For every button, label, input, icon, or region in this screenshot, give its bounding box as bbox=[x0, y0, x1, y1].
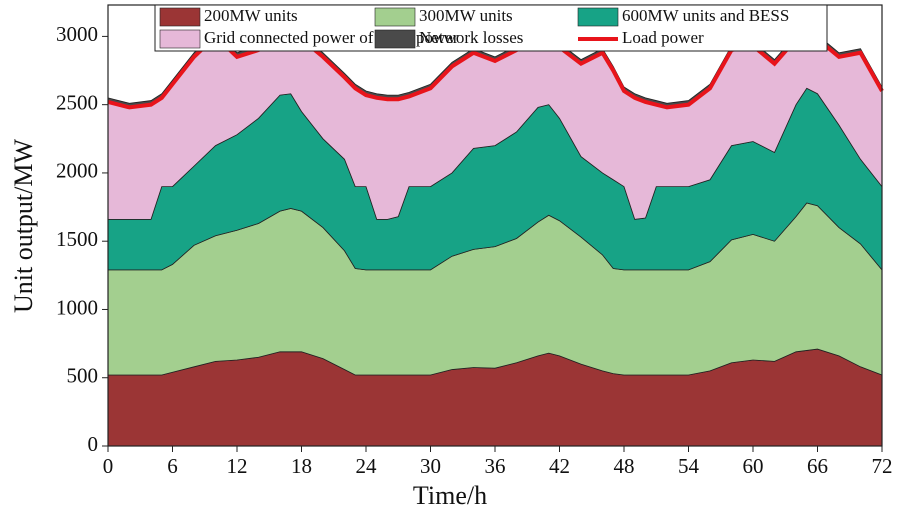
legend-swatch bbox=[159, 29, 201, 49]
y-tick-label: 2500 bbox=[56, 90, 98, 114]
y-tick-label: 0 bbox=[88, 432, 99, 456]
y-tick-label: 3000 bbox=[56, 22, 98, 46]
legend-label: 300MW units bbox=[419, 6, 513, 25]
x-tick-label: 48 bbox=[614, 454, 635, 478]
x-tick-label: 72 bbox=[872, 454, 893, 478]
x-tick-label: 54 bbox=[678, 454, 700, 478]
legend-label: 200MW units bbox=[204, 6, 298, 25]
x-tick-label: 66 bbox=[807, 454, 828, 478]
x-tick-label: 12 bbox=[227, 454, 248, 478]
y-tick-label: 1000 bbox=[56, 295, 98, 319]
legend-label: 600MW units and BESS bbox=[622, 6, 789, 25]
legend-swatch bbox=[374, 29, 416, 49]
x-tick-label: 18 bbox=[291, 454, 312, 478]
legend-swatch bbox=[159, 7, 201, 27]
x-tick-label: 30 bbox=[420, 454, 441, 478]
legend-label: Load power bbox=[622, 28, 704, 47]
legend-swatch bbox=[577, 7, 619, 27]
x-tick-label: 24 bbox=[356, 454, 378, 478]
legend: 200MW units 300MW units 600MW units and BE… bbox=[154, 4, 828, 52]
x-tick-label: 42 bbox=[549, 454, 570, 478]
y-tick-label: 2000 bbox=[56, 159, 98, 183]
legend-swatch bbox=[374, 7, 416, 27]
x-tick-label: 6 bbox=[167, 454, 178, 478]
legend-label: Network losses bbox=[419, 28, 523, 47]
x-tick-label: 36 bbox=[485, 454, 506, 478]
legend-box bbox=[154, 4, 828, 52]
x-axis-label: Time/h bbox=[413, 481, 487, 510]
y-tick-label: 500 bbox=[67, 364, 99, 388]
x-tick-label: 0 bbox=[103, 454, 114, 478]
x-tick-label: 60 bbox=[743, 454, 764, 478]
y-axis-label: Unit output/MW bbox=[9, 139, 38, 314]
y-tick-label: 1500 bbox=[56, 227, 98, 251]
